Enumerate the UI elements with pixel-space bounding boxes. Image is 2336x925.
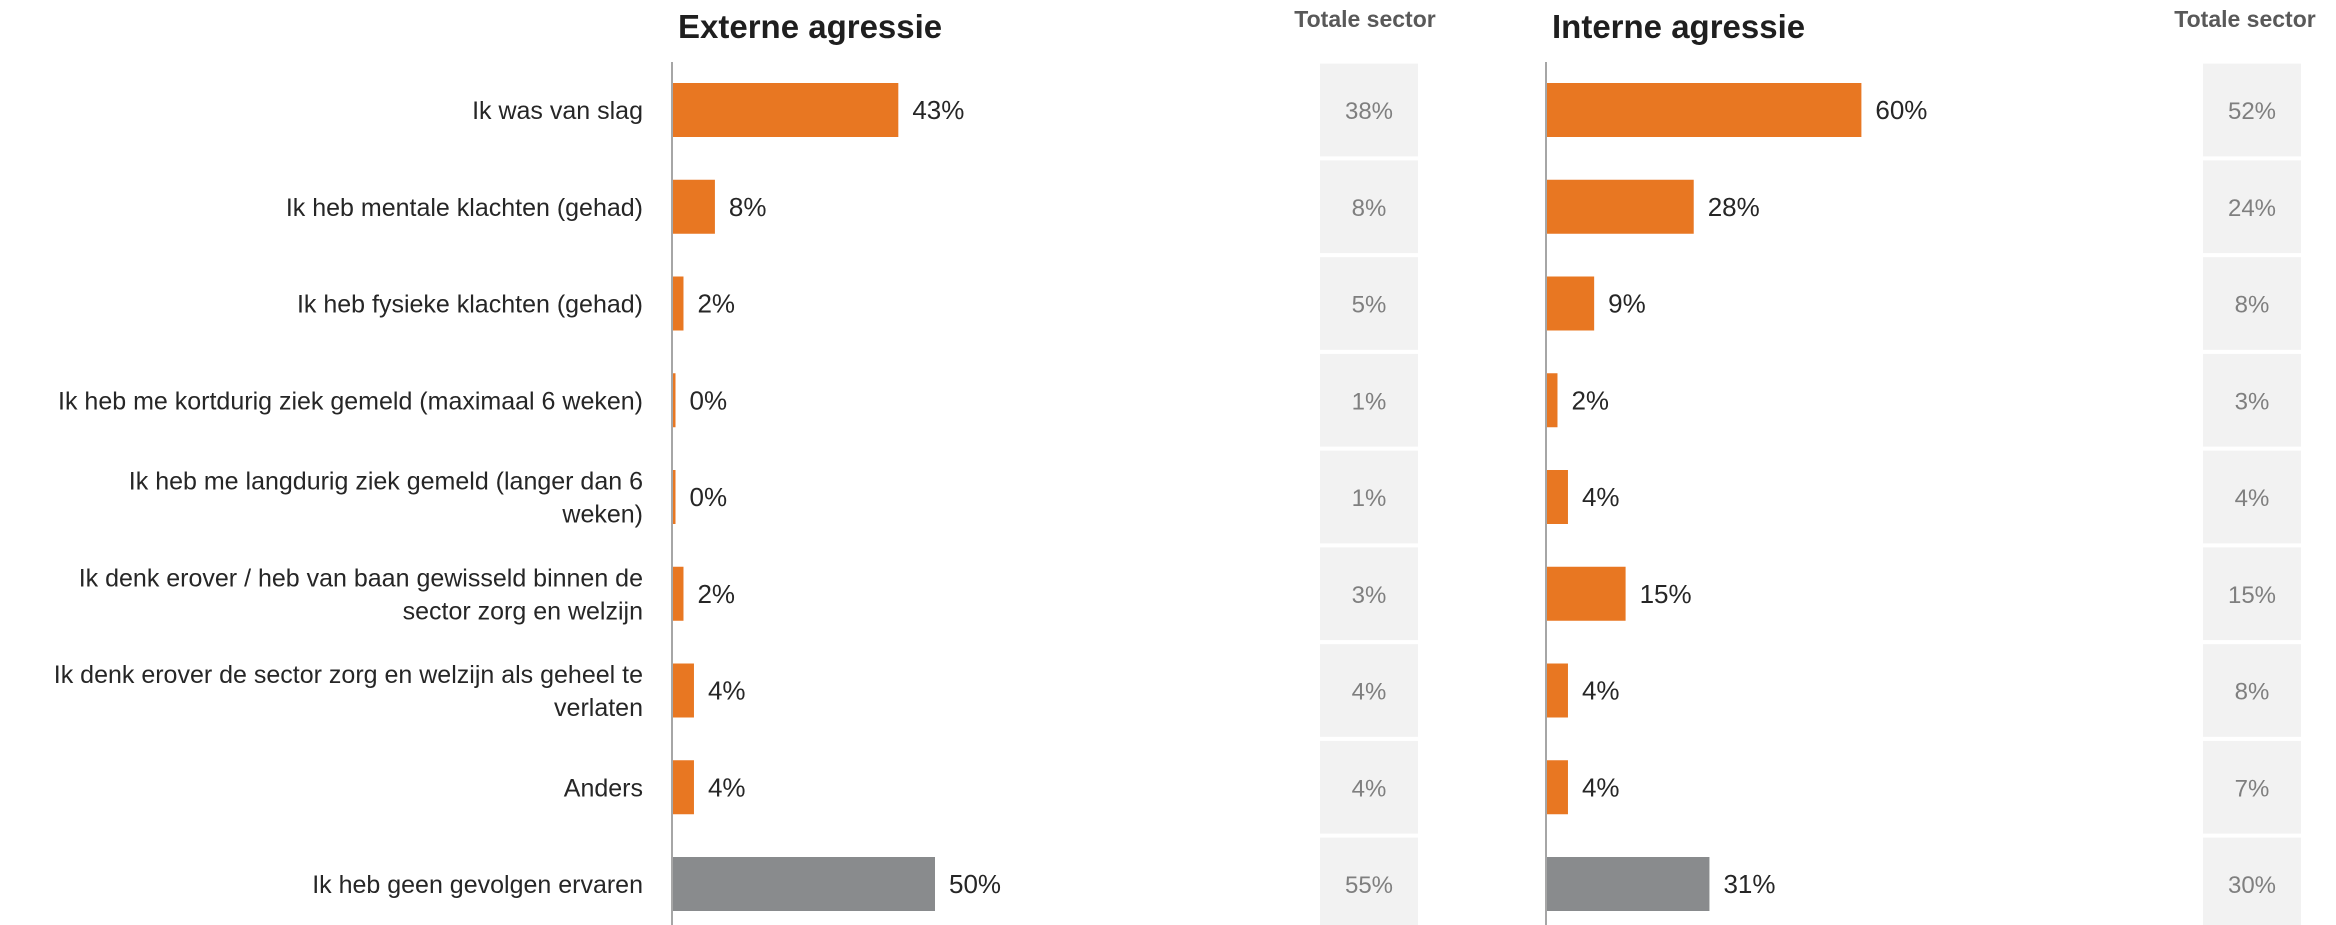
interne-sector-value: 4%	[2235, 485, 2270, 512]
externe-bar	[673, 373, 676, 428]
interne-sector-cell	[2203, 644, 2301, 737]
externe-sector-value: 8%	[1352, 195, 1387, 222]
interne-value-label: 60%	[1875, 95, 1927, 125]
interne-sector-value: 52%	[2228, 98, 2276, 125]
externe-sector-value: 55%	[1345, 872, 1393, 899]
interne-sector-value: 24%	[2228, 195, 2276, 222]
interne-sector-cell	[2203, 257, 2301, 350]
externe-sector-value: 1%	[1352, 485, 1387, 512]
externe-value-label: 43%	[912, 95, 964, 125]
externe-sector-cell	[1320, 257, 1418, 350]
interne-value-label: 2%	[1571, 385, 1609, 415]
externe-sector-value: 5%	[1352, 292, 1387, 319]
externe-sector-value: 1%	[1352, 388, 1387, 415]
category-label: Ik heb me kortdurig ziek gemeld (maximaa…	[58, 387, 643, 415]
category-label: Ik heb fysieke klachten (gehad)	[297, 291, 643, 319]
externe-value-label: 2%	[697, 579, 735, 609]
interne-bar	[1547, 470, 1568, 524]
interne-sector-value: 8%	[2235, 292, 2270, 319]
externe-value-label: 0%	[690, 482, 728, 512]
interne-sector-cell	[2203, 353, 2301, 447]
externe-value-label: 2%	[697, 289, 735, 319]
interne-sector-cell	[2203, 740, 2301, 834]
externe-sector-title: Totale sector	[1294, 6, 1435, 32]
externe-sector-cell	[1320, 450, 1418, 544]
externe-bar	[673, 179, 715, 234]
externe-bar	[673, 566, 684, 621]
interne-sector-value: 3%	[2235, 388, 2270, 415]
externe-sector-cell	[1320, 547, 1418, 641]
category-label: Ik denk erover de sector zorg en welzijn…	[54, 661, 643, 722]
externe-sector-cell	[1320, 160, 1418, 254]
interne-value-label: 28%	[1708, 192, 1760, 222]
externe-bar	[673, 857, 935, 911]
interne-sector-cell	[2203, 63, 2301, 157]
externe-bar	[673, 663, 694, 718]
externe-panel-title: Externe agressie	[678, 8, 942, 45]
category-label: Anders	[564, 774, 643, 802]
externe-sector-value: 38%	[1345, 98, 1393, 125]
interne-sector-value: 30%	[2228, 872, 2276, 899]
interne-bar	[1547, 760, 1568, 815]
interne-sector-title: Totale sector	[2174, 6, 2315, 32]
category-label: Ik heb me langdurig ziek gemeld (langer …	[129, 468, 643, 529]
interne-value-label: 4%	[1582, 482, 1620, 512]
interne-sector-cell	[2203, 450, 2301, 544]
externe-value-label: 8%	[729, 192, 767, 222]
interne-panel-title: Interne agressie	[1552, 8, 1805, 45]
externe-sector-cell	[1320, 644, 1418, 737]
externe-bar	[673, 760, 694, 815]
externe-value-label: 50%	[949, 869, 1001, 899]
externe-sector-value: 3%	[1352, 582, 1387, 609]
externe-sector-value: 4%	[1352, 775, 1387, 802]
externe-value-label: 4%	[708, 676, 746, 706]
interne-bar	[1547, 276, 1595, 331]
externe-sector-cell	[1320, 837, 1418, 925]
category-label: Ik was van slag	[472, 97, 643, 125]
interne-sector-cell	[2203, 160, 2301, 254]
interne-sector-cell	[2203, 547, 2301, 641]
externe-sector-value: 4%	[1352, 679, 1387, 706]
interne-value-label: 4%	[1582, 772, 1620, 802]
interne-value-label: 4%	[1582, 676, 1620, 706]
interne-sector-value: 7%	[2235, 775, 2270, 802]
interne-bar	[1547, 663, 1568, 718]
interne-bar	[1547, 83, 1862, 137]
externe-sector-cell	[1320, 740, 1418, 834]
externe-sector-cell	[1320, 63, 1418, 157]
externe-bar	[673, 276, 684, 331]
interne-value-label: 31%	[1723, 869, 1775, 899]
externe-bar	[673, 83, 899, 137]
interne-bar	[1547, 373, 1558, 428]
externe-sector-cell	[1320, 353, 1418, 447]
category-label: Ik heb geen gevolgen ervaren	[312, 871, 643, 899]
interne-sector-cell	[2203, 837, 2301, 925]
externe-value-label: 4%	[708, 772, 746, 802]
externe-value-label: 0%	[690, 385, 728, 415]
interne-sector-value: 8%	[2235, 679, 2270, 706]
interne-value-label: 9%	[1608, 289, 1646, 319]
interne-bar	[1547, 857, 1710, 911]
category-label: Ik heb mentale klachten (gehad)	[286, 194, 643, 222]
category-label: Ik denk erover / heb van baan gewisseld …	[79, 564, 643, 625]
externe-bar	[673, 470, 676, 524]
interne-value-label: 15%	[1640, 579, 1692, 609]
interne-sector-value: 15%	[2228, 582, 2276, 609]
interne-bar	[1547, 179, 1694, 234]
interne-bar	[1547, 566, 1626, 621]
